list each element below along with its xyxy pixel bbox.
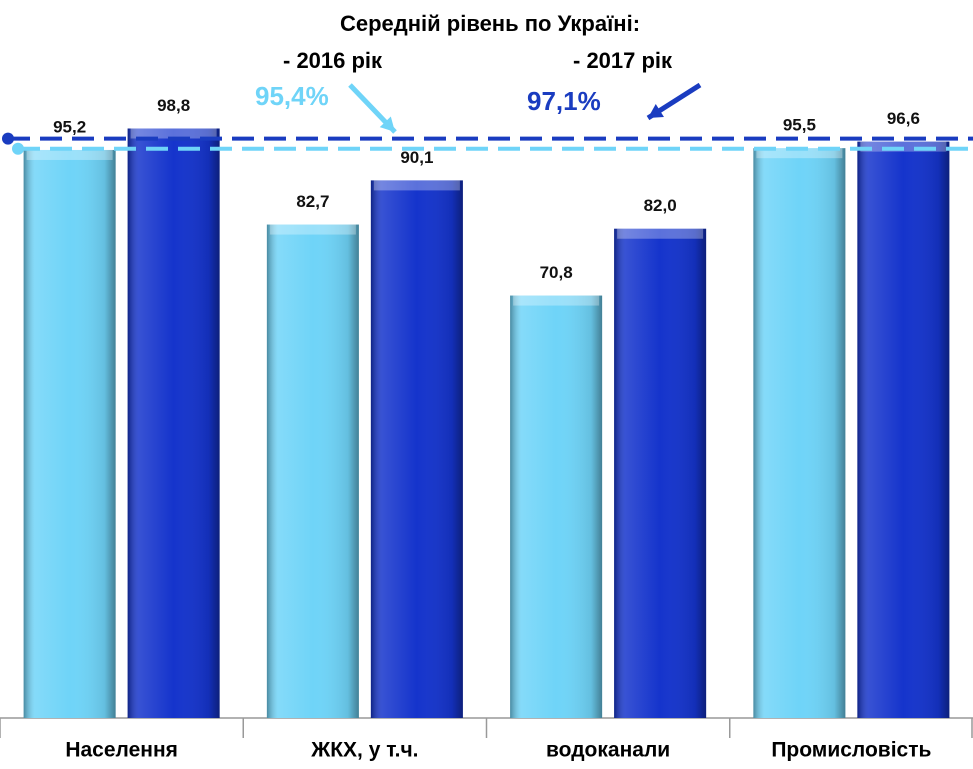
annotation: - 2016 рік xyxy=(283,48,383,73)
reference-label: 97,1% xyxy=(527,86,601,116)
arrow-head xyxy=(648,103,664,118)
reference-dot xyxy=(2,132,14,145)
value-label: 95,5 xyxy=(783,116,816,135)
bar-shade xyxy=(753,148,846,718)
value-label: 95,2 xyxy=(53,117,86,136)
x-tick-label: ЖКХ, у т.ч. xyxy=(310,739,418,762)
bar-cap xyxy=(513,295,600,306)
value-label: 82,0 xyxy=(644,196,677,215)
bar-cap xyxy=(130,128,217,139)
value-label: 70,8 xyxy=(540,263,573,282)
annotation: - 2017 рік xyxy=(573,48,673,73)
reference-dot xyxy=(12,142,24,155)
bar-cap xyxy=(860,141,947,152)
bar-shade xyxy=(857,141,950,718)
arrow-head xyxy=(379,116,395,132)
x-tick-label: Населення xyxy=(65,739,178,762)
bar-cap xyxy=(26,149,113,160)
chart-title: Середній рівень по Україні: xyxy=(340,11,640,36)
bar-cap xyxy=(617,228,704,239)
value-label: 96,6 xyxy=(887,109,920,128)
bar-cap xyxy=(756,148,843,159)
value-label: 98,8 xyxy=(157,96,190,115)
bar-shade xyxy=(266,224,359,718)
bar-shade xyxy=(614,228,707,718)
value-label: 90,1 xyxy=(400,148,433,167)
x-tick-label: водоканали xyxy=(546,739,670,762)
bar-shade xyxy=(510,295,603,718)
x-tick-label: Промисловість xyxy=(771,739,931,762)
arrows xyxy=(348,82,702,134)
bar-shade xyxy=(127,128,220,718)
bar-shade xyxy=(23,149,116,718)
value-label: 82,7 xyxy=(296,192,329,211)
bar-cap xyxy=(269,224,356,235)
bar-shade xyxy=(370,180,463,719)
reference-label: 95,4% xyxy=(255,81,329,111)
bar-cap xyxy=(373,180,460,191)
